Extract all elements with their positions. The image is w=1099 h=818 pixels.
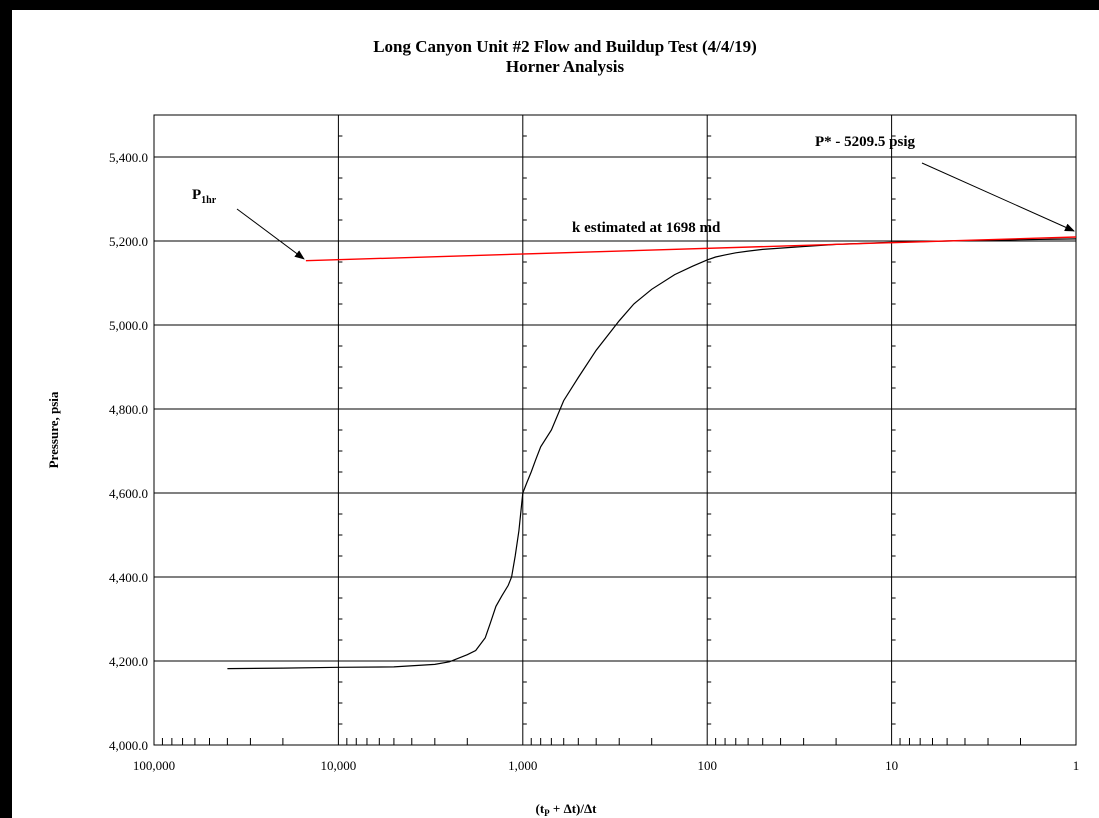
x-tick-label: 10 — [885, 758, 898, 773]
x-tick-label: 1 — [1073, 758, 1080, 773]
y-tick-label: 5,400.0 — [109, 150, 148, 165]
horner-chart: Long Canyon Unit #2 Flow and Buildup Tes… — [46, 37, 1079, 818]
k-estimate-label: k estimated at 1698 md — [572, 220, 721, 236]
x-tick-label: 10,000 — [321, 758, 357, 773]
x-tick-label: 100,000 — [133, 758, 175, 773]
y-tick-label: 5,000.0 — [109, 318, 148, 333]
chart-frame: Long Canyon Unit #2 Flow and Buildup Tes… — [12, 10, 1099, 818]
chart-subtitle: Horner Analysis — [506, 57, 625, 76]
y-tick-label: 5,200.0 — [109, 234, 148, 249]
y-tick-label: 4,600.0 — [109, 486, 148, 501]
horner-fit-line — [305, 236, 1077, 262]
y-axis-label: Pressure, psia — [46, 391, 61, 468]
x-tick-label: 1,000 — [508, 758, 537, 773]
p1hr-label: P1hr — [192, 187, 217, 206]
y-tick-label: 4,800.0 — [109, 402, 148, 417]
p1hr-arrow — [236, 208, 305, 260]
x-axis-label: (tP + Δt)/Δt — [536, 801, 598, 818]
buildup-data-line — [227, 238, 1077, 670]
plot-area-border — [153, 114, 1077, 746]
y-tick-labels: 4,000.0 4,200.0 4,400.0 4,600.0 4,800.0 5,000… — [109, 150, 148, 753]
minor-ticks — [161, 135, 1021, 745]
x-tick-label: 100 — [697, 758, 717, 773]
grid-layer — [153, 115, 1077, 746]
series-layer — [227, 236, 1077, 670]
pstar-arrow — [921, 162, 1075, 232]
pstar-label: P* - 5209.5 psig — [815, 134, 916, 150]
x-tick-labels: 100,000 10,000 1,000 100 10 1 — [133, 758, 1079, 773]
annotations: P1hr k estimated at 1698 md P* - 5209.5 … — [192, 134, 1075, 260]
chart-title: Long Canyon Unit #2 Flow and Buildup Tes… — [373, 37, 757, 56]
y-tick-label: 4,000.0 — [109, 738, 148, 753]
y-tick-label: 4,200.0 — [109, 654, 148, 669]
y-tick-label: 4,400.0 — [109, 570, 148, 585]
plot-border — [153, 114, 1077, 746]
